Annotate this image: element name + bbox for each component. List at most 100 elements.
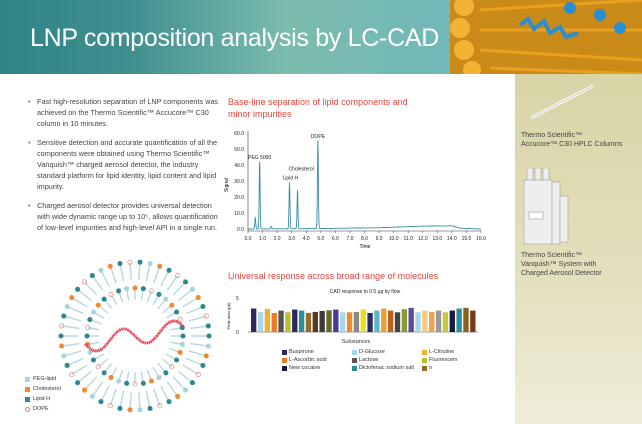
lipid-head [132, 381, 138, 387]
bar [292, 309, 298, 332]
legend-item: New cocaine [282, 365, 321, 371]
y-tick-label: 50.0 [234, 147, 244, 153]
lipid-tail [63, 315, 82, 322]
lipid-tail [77, 288, 93, 302]
legend-swatch [422, 365, 427, 371]
lipid-head [147, 405, 153, 412]
bar [340, 312, 346, 332]
x-tick-label: 3.0 [288, 236, 295, 242]
bullet-point: Sensitive detection and accurate quantif… [28, 137, 223, 192]
bar [319, 310, 325, 332]
lipid-tail [61, 342, 80, 347]
lipid-tail [66, 357, 84, 367]
bar [374, 310, 380, 332]
lipid-head [95, 364, 101, 370]
bar [285, 312, 291, 332]
lipid-head [89, 272, 95, 279]
cholesterol-icon [25, 387, 30, 392]
vanquish-system-image [523, 168, 569, 245]
x-axis-label: Time [360, 244, 371, 250]
bar [463, 307, 469, 332]
lipid-head [87, 317, 93, 323]
bar [271, 312, 277, 332]
lipid-head [108, 375, 114, 381]
lipid-head [203, 353, 209, 359]
lipid-tail [172, 281, 187, 296]
lipid-head [87, 349, 93, 355]
legend-label: Cholesterol [33, 386, 61, 392]
legend-label: PEG-lipid [33, 376, 57, 382]
lipid-head [124, 380, 130, 386]
lipid-head [166, 267, 172, 273]
legend-item: Buspirone [282, 349, 314, 355]
legend-swatch [352, 357, 357, 363]
bullet-point: Fast high-resolution separation of LNP c… [28, 96, 223, 129]
bar [278, 310, 284, 332]
lipid-head [69, 295, 75, 301]
x-tick-label: 0.0 [245, 236, 252, 242]
lipid-head [75, 380, 81, 386]
bar [381, 308, 387, 332]
lipid-head [69, 371, 75, 377]
lipid-head [61, 353, 67, 359]
lipid-head [205, 343, 211, 349]
legend-label: New cocaine [289, 365, 321, 371]
lipid-head [148, 288, 154, 294]
bar [422, 310, 428, 332]
legend-item: Lactose [352, 357, 378, 363]
lipid-tail [100, 269, 110, 287]
legend-item: Fluorescein [422, 357, 457, 363]
y-tick-label: 0 [236, 330, 239, 336]
lipid-head [206, 333, 212, 339]
lipid-head [177, 317, 183, 323]
bar [251, 308, 257, 332]
bar [264, 308, 271, 332]
chromatogram-chart: 0.0 1.0 2.0 3.0 4.0 5.0 6.0 7.0 8.0 9.0 10.0 11.0 12… [224, 131, 486, 250]
lipid-head [157, 263, 163, 269]
lipid-tail [119, 390, 125, 409]
lipid-head [169, 364, 175, 370]
lipid-head [98, 399, 104, 405]
x-tick-label: 10.0 [389, 236, 399, 242]
lipid-head [132, 285, 138, 291]
lipid-head [182, 387, 189, 393]
peg-lipid-icon [25, 377, 30, 382]
lipid-tail [188, 350, 207, 357]
lipid-tail [162, 358, 173, 368]
x-tick-label: 13.0 [432, 236, 442, 242]
hplc-column-image [530, 84, 594, 120]
bar-chart-title: Universal response across broad range of… [228, 271, 439, 281]
lipid-head [205, 323, 211, 329]
bar [387, 310, 394, 332]
legend-swatch [282, 365, 287, 371]
lipid-tail [145, 263, 151, 282]
bar-chart-subtitle: CAD response to 0.5 µg by flow [330, 289, 401, 295]
key-points-list: Fast high-resolution separation of LNP c… [28, 96, 223, 241]
lipid-head [147, 260, 153, 267]
lipid-tail [190, 342, 209, 347]
legend-label: D-Glucose [359, 349, 385, 355]
lipid-head [189, 286, 195, 292]
system-caption: Thermo Scientific™ Vanquish™ System with C… [521, 252, 602, 277]
bar [360, 309, 366, 332]
lnp-legend-cholesterol: Cholesterol [25, 386, 61, 393]
legend-item: Diclofenac sodium salt [352, 365, 414, 371]
legend-swatch [422, 349, 427, 355]
lipid-head [127, 259, 133, 265]
lipid-tail [63, 350, 82, 357]
lipid-tail [186, 357, 204, 367]
lipid-head [200, 362, 206, 369]
lnp-hero-image [450, 0, 642, 74]
lipid-head [101, 296, 107, 302]
lipid-head [89, 393, 95, 400]
legend-label: Fluorescein [429, 357, 458, 363]
lipid-head [182, 279, 189, 285]
lipid-tail [91, 381, 104, 397]
lipid-tail [66, 305, 84, 315]
lipid-head [108, 291, 114, 297]
lipid-tail [182, 364, 199, 376]
lipid-head [200, 303, 206, 310]
lipid-tail [71, 296, 88, 308]
bar [312, 311, 318, 332]
bar [415, 312, 421, 332]
